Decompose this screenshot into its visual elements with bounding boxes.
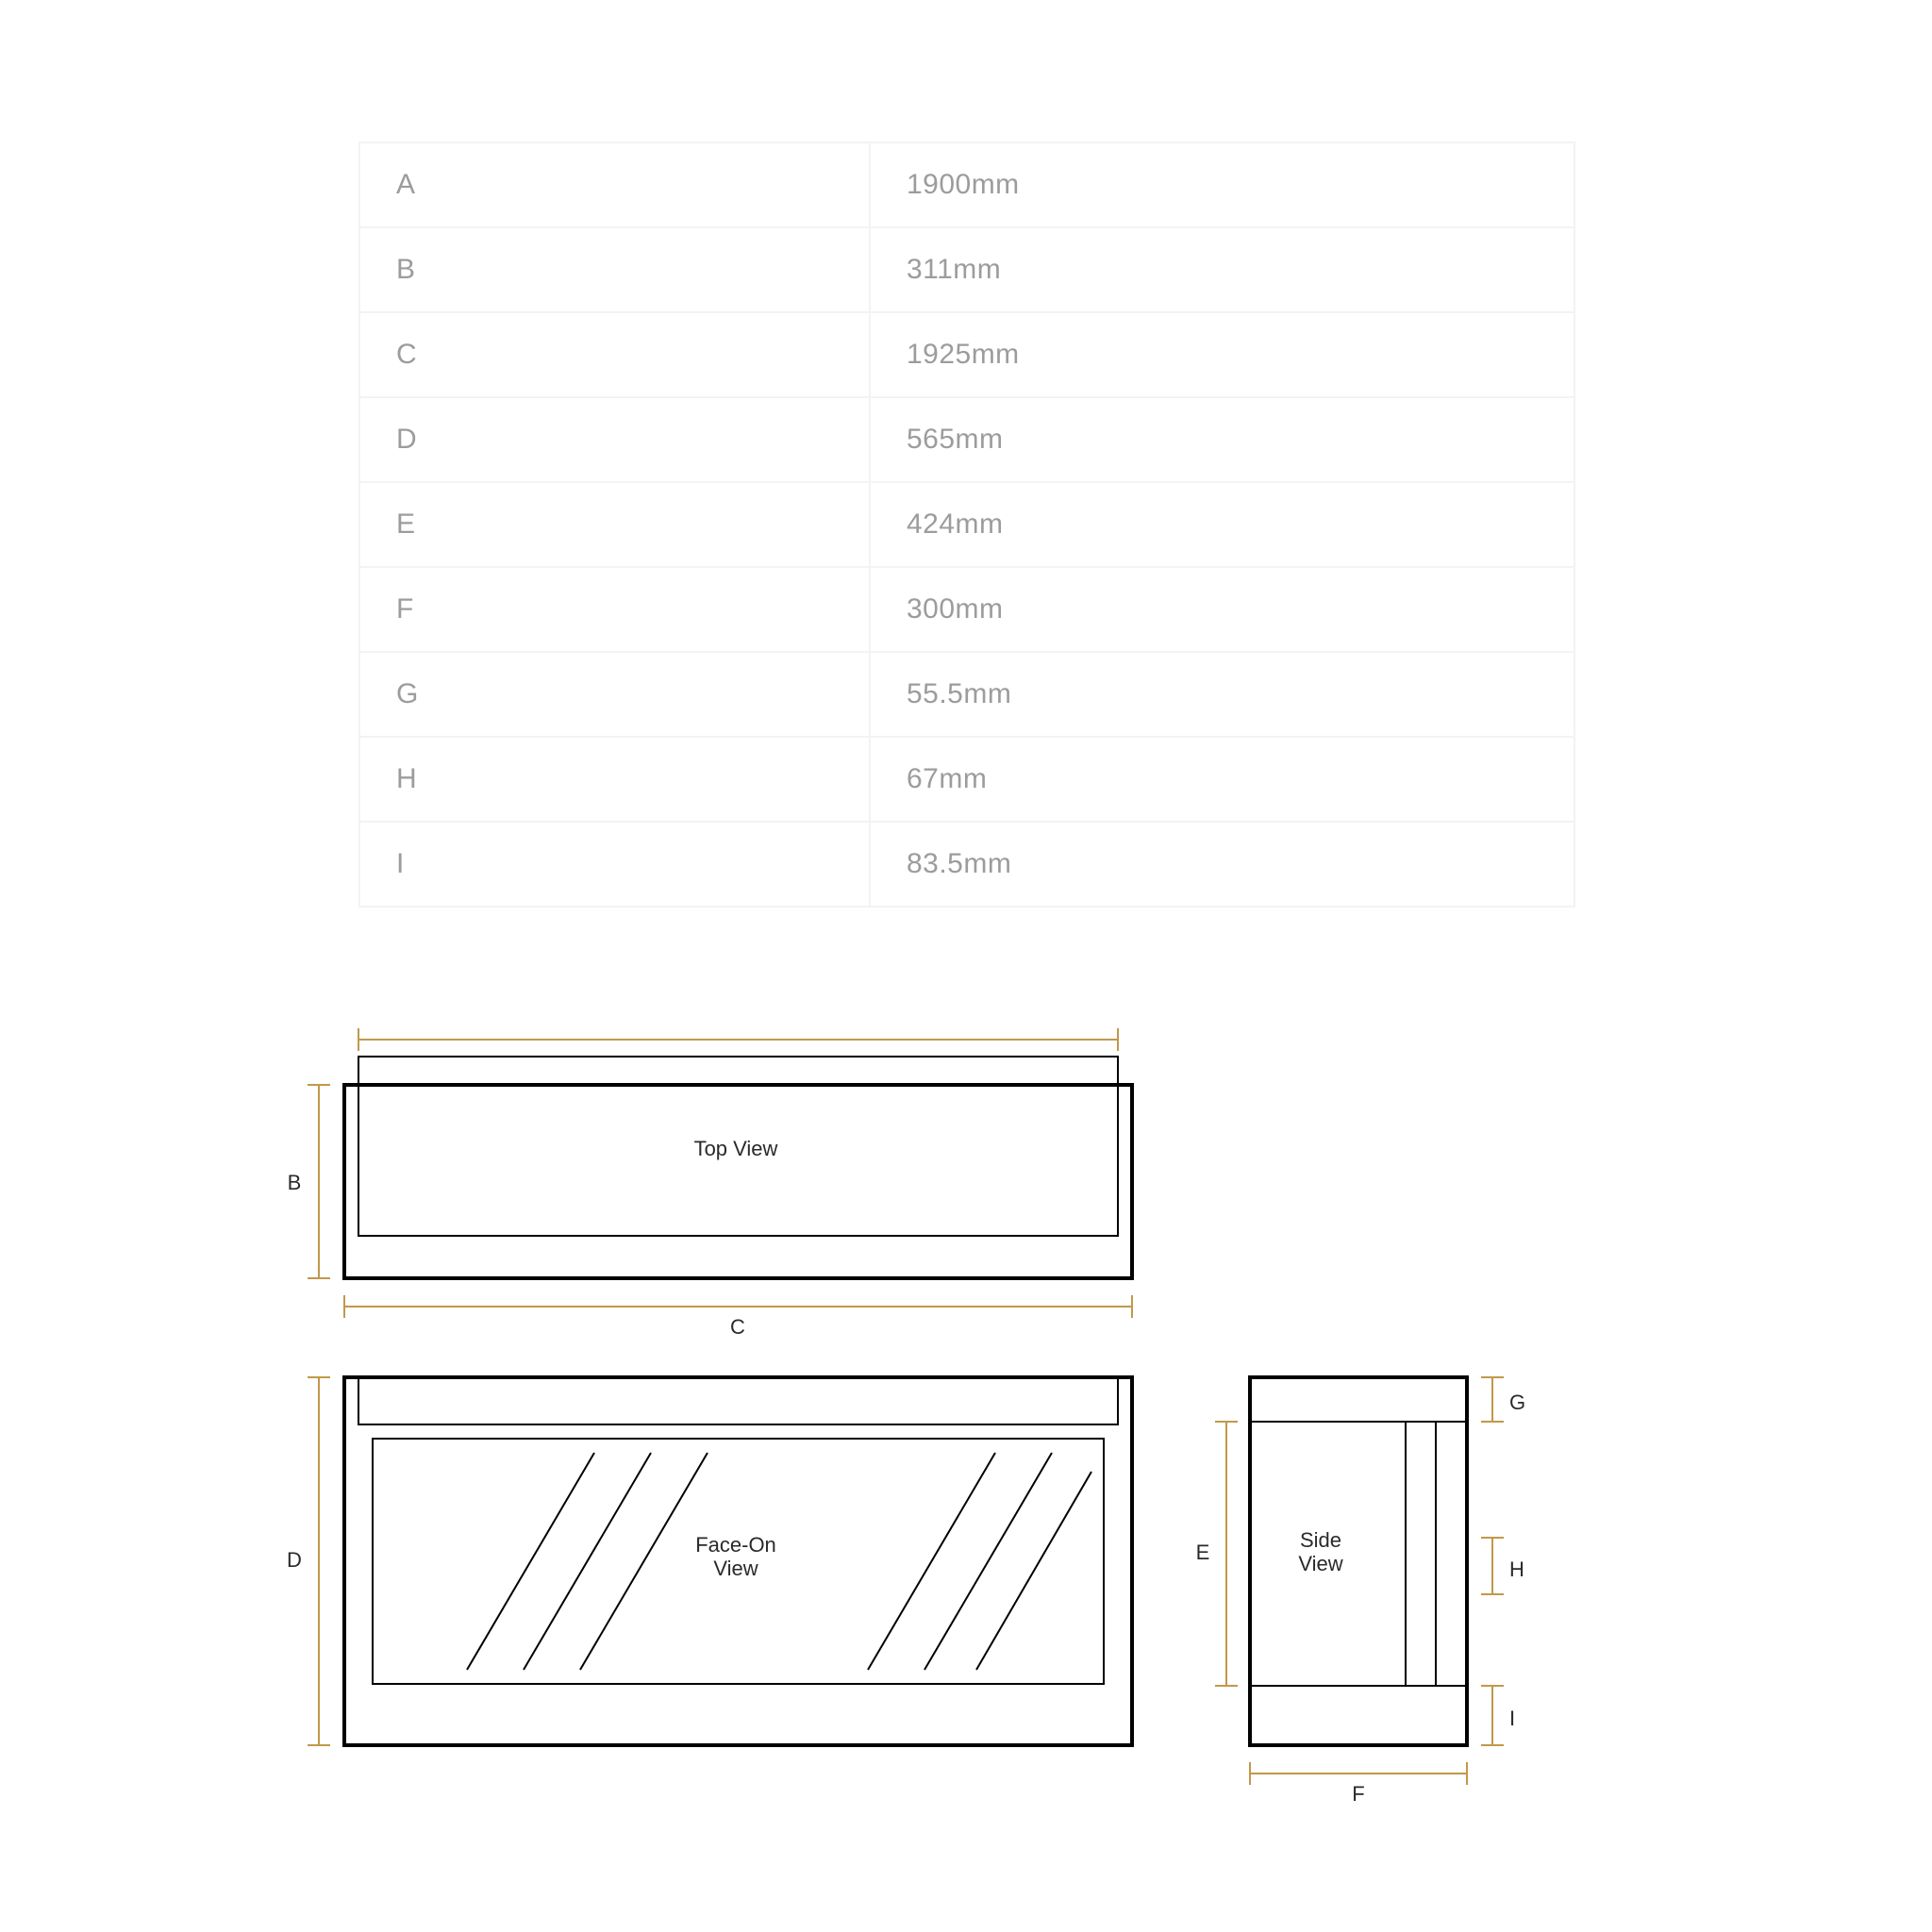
dim-g-label: G [1509, 1391, 1525, 1414]
dim-value: 424mm [870, 482, 1574, 567]
dim-label: D [359, 397, 870, 482]
side-view-bottombar [1250, 1686, 1467, 1745]
front-view: Face-On View D [287, 1377, 1132, 1745]
dim-h: H [1481, 1538, 1524, 1594]
dim-label: E [359, 482, 870, 567]
front-view-title-2: View [713, 1557, 758, 1580]
dim-f: F [1250, 1762, 1467, 1802]
table-row: A1900mm [359, 142, 1574, 227]
table-row: B311mm [359, 227, 1574, 312]
dim-b-label: B [288, 1171, 302, 1194]
dim-label: F [359, 567, 870, 652]
dim-h-label: H [1509, 1557, 1524, 1581]
dim-c-label: C [730, 1315, 745, 1339]
dim-value: 1900mm [870, 142, 1574, 227]
front-view-title-1: Face-On [695, 1533, 776, 1557]
dim-b: B [288, 1085, 330, 1278]
dim-i: I [1481, 1686, 1515, 1745]
dim-label: I [359, 822, 870, 907]
table-row: D565mm [359, 397, 1574, 482]
dim-e: E [1196, 1422, 1238, 1686]
top-view: Top View A B C [288, 1028, 1132, 1339]
side-view-outer [1250, 1377, 1467, 1745]
dim-label: A [359, 142, 870, 227]
table-row: I83.5mm [359, 822, 1574, 907]
dim-c: C [344, 1295, 1132, 1339]
side-view-title-2: View [1298, 1552, 1342, 1575]
dim-f-label: F [1352, 1782, 1364, 1802]
dimensions-table-body: A1900mm B311mm C1925mm D565mm E424mm F30… [359, 142, 1574, 907]
dim-label: B [359, 227, 870, 312]
dim-i-label: I [1509, 1707, 1515, 1730]
side-view-title-1: Side [1300, 1528, 1341, 1552]
dim-label: G [359, 652, 870, 737]
dim-a-label: A [731, 1028, 745, 1033]
dim-g: G [1481, 1377, 1525, 1422]
dimensions-table: A1900mm B311mm C1925mm D565mm E424mm F30… [358, 142, 1575, 908]
dimension-diagram: Top View A B C [283, 1028, 1651, 1802]
dim-e-label: E [1196, 1541, 1210, 1564]
dim-label: H [359, 737, 870, 822]
dim-value: 565mm [870, 397, 1574, 482]
table-row: H67mm [359, 737, 1574, 822]
dim-d: D [287, 1377, 330, 1745]
dim-value: 1925mm [870, 312, 1574, 397]
dim-value: 300mm [870, 567, 1574, 652]
top-view-title: Top View [694, 1137, 778, 1160]
front-view-topbar [358, 1377, 1118, 1424]
dim-value: 83.5mm [870, 822, 1574, 907]
table-row: F300mm [359, 567, 1574, 652]
table-row: E424mm [359, 482, 1574, 567]
dim-value: 55.5mm [870, 652, 1574, 737]
table-row: G55.5mm [359, 652, 1574, 737]
top-view-outer [344, 1085, 1132, 1278]
dim-value: 311mm [870, 227, 1574, 312]
table-row: C1925mm [359, 312, 1574, 397]
side-view-topbar [1250, 1377, 1467, 1422]
dim-label: C [359, 312, 870, 397]
dim-a: A [358, 1028, 1118, 1051]
dim-d-label: D [287, 1548, 302, 1572]
dim-value: 67mm [870, 737, 1574, 822]
side-view: Side View E F G [1196, 1377, 1525, 1802]
